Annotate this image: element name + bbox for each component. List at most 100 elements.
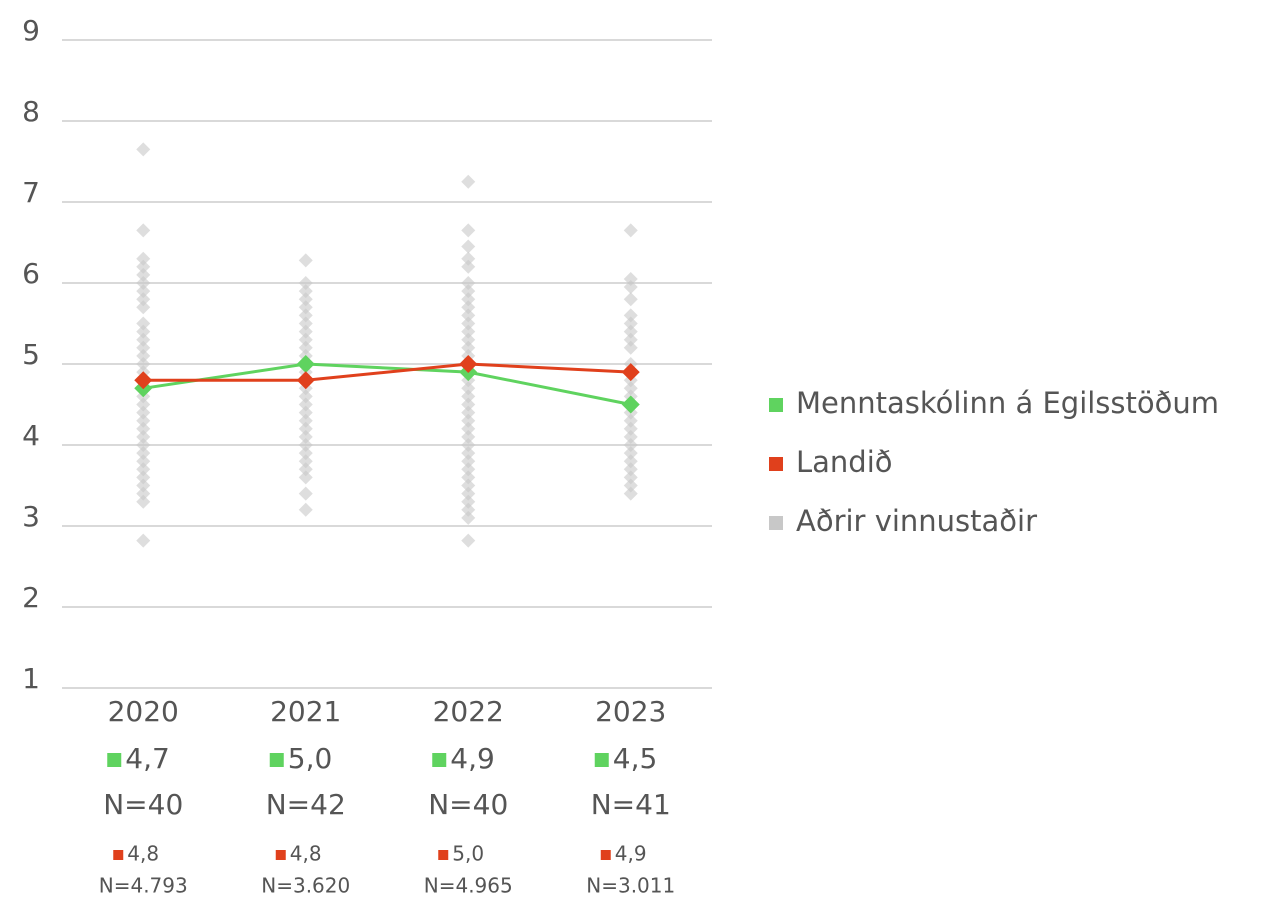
scatter-point	[461, 324, 476, 339]
value-label: 4,9	[615, 842, 647, 866]
scatter-point	[461, 259, 476, 274]
x-tick-label: 2020	[108, 695, 179, 728]
scatter-point	[136, 267, 151, 282]
scatter-point	[461, 446, 476, 461]
y-tick-label: 1	[22, 662, 40, 695]
scatter-point	[298, 421, 313, 436]
scatter-point	[623, 308, 638, 323]
scatter-point	[298, 438, 313, 452]
value-label: 4,9	[450, 742, 495, 775]
scatter-point	[136, 405, 151, 420]
y-tick-label: 5	[22, 338, 40, 371]
scatter-point	[136, 429, 151, 444]
y-tick-label: 3	[22, 500, 40, 533]
scatter-point	[136, 486, 151, 501]
value-label: 4,7	[125, 742, 170, 775]
scatter-point	[623, 413, 638, 428]
scatter-point	[136, 438, 151, 452]
scatter-point	[461, 502, 476, 517]
scatter-point	[461, 340, 476, 355]
scatter-point	[136, 316, 151, 331]
scatter-point	[461, 494, 476, 509]
y-tick-label: 4	[22, 419, 40, 452]
scatter-point	[461, 239, 476, 254]
scatter-point	[298, 276, 313, 290]
y-tick-label: 2	[22, 581, 40, 614]
n-label: N=40	[428, 788, 508, 821]
scatter-point	[136, 462, 151, 477]
scatter-point	[461, 462, 476, 477]
scatter-point	[623, 470, 638, 485]
scatter-point	[623, 332, 638, 347]
scatter-point	[461, 470, 476, 485]
scatter-point	[136, 478, 151, 493]
value-label-swatch	[275, 850, 286, 860]
scatter-point	[461, 381, 476, 396]
scatter-point	[298, 324, 313, 339]
scatter-point	[461, 389, 476, 404]
scatter-point	[136, 348, 151, 363]
y-tick-label: 6	[22, 257, 40, 290]
scatter-point	[623, 280, 638, 295]
scatter-point	[136, 300, 151, 315]
n-label: N=3.011	[586, 874, 675, 898]
series-line	[143, 362, 632, 406]
scatter-point	[298, 462, 313, 477]
scatter-point	[623, 316, 638, 331]
scatter-point	[136, 142, 151, 157]
n-label: N=4.793	[99, 874, 188, 898]
scatter-point	[298, 300, 313, 315]
scatter-point	[298, 340, 313, 355]
legend-label: Menntaskólinn á Egilsstöðum	[796, 386, 1219, 420]
scatter-point	[623, 462, 638, 477]
scatter-point	[461, 533, 476, 548]
scatter-point	[136, 259, 151, 274]
scatter-point	[461, 332, 476, 347]
scatter-point	[136, 276, 151, 290]
scatter-point	[298, 446, 313, 461]
legend-swatch	[769, 516, 783, 530]
series-marker	[134, 371, 153, 390]
n-label: N=4.965	[424, 874, 513, 898]
n-label: N=3.620	[261, 874, 350, 898]
scatter-point	[623, 292, 638, 307]
y-tick-label: 9	[22, 14, 40, 47]
scatter-point	[298, 308, 313, 323]
series-line	[143, 362, 631, 382]
value-label: 4,8	[127, 842, 159, 866]
scatter-point	[461, 223, 476, 238]
scatter-point	[623, 340, 638, 355]
scatter-point	[461, 397, 476, 412]
scatter-point	[461, 276, 476, 290]
scatter-point	[136, 292, 151, 307]
value-label-swatch	[600, 850, 611, 860]
scatter-point	[461, 284, 476, 299]
scatter-point	[461, 510, 476, 525]
scatter-point	[461, 438, 476, 452]
scatter-point	[461, 413, 476, 428]
scatter-point	[623, 223, 638, 238]
scatter-point	[461, 251, 476, 266]
n-label: N=41	[591, 788, 671, 821]
value-label: 4,5	[613, 742, 658, 775]
x-tick-label: 2021	[270, 695, 341, 728]
x-tick-label: 2022	[433, 695, 504, 728]
scatter-point	[298, 332, 313, 347]
scatter-point	[136, 494, 151, 509]
n-label: N=40	[103, 788, 183, 821]
scatter-point	[298, 253, 313, 268]
scatter-point	[136, 251, 151, 266]
scatter-point	[136, 332, 151, 347]
value-label-swatch	[269, 753, 284, 767]
scatter-point	[461, 316, 476, 331]
scatter-point	[298, 292, 313, 307]
value-label-swatch	[107, 753, 122, 767]
scatter-point	[623, 446, 638, 461]
scatter-point	[623, 324, 638, 339]
series-marker	[459, 355, 478, 373]
scatter-point	[461, 292, 476, 307]
scatter-point	[298, 470, 313, 485]
scatter-point	[623, 454, 638, 469]
